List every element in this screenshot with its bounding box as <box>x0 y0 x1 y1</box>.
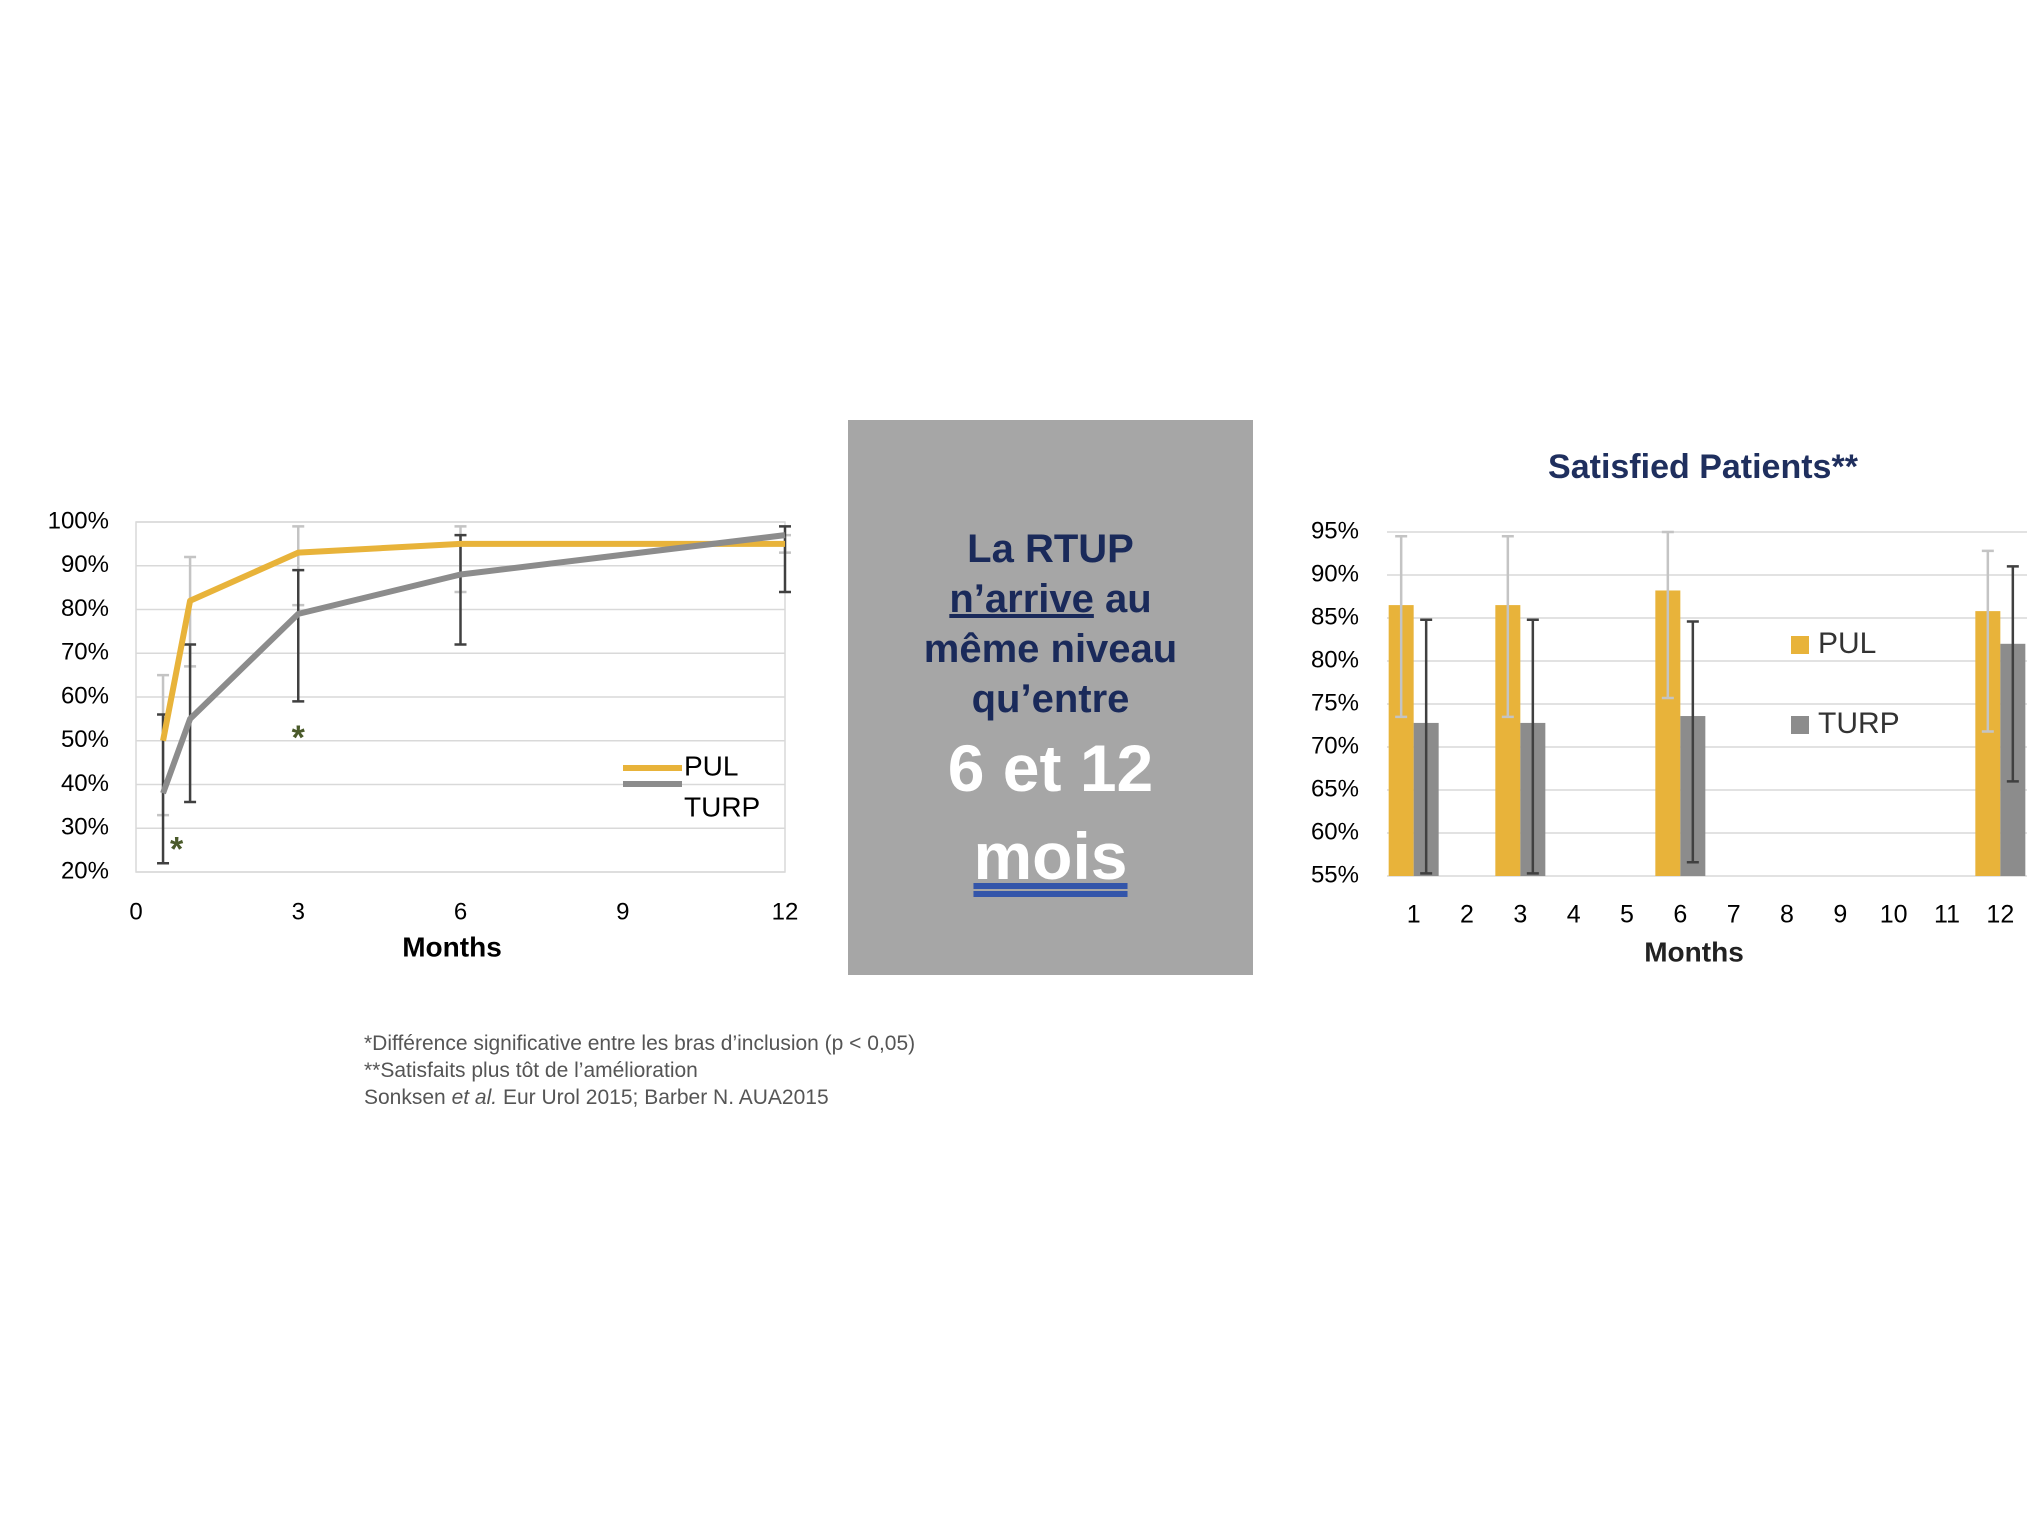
callout-line: qu’entre <box>971 677 1130 721</box>
error-bar <box>1686 620 1699 864</box>
annotation: * <box>292 719 306 757</box>
x-tick-label: 7 <box>1727 901 1741 929</box>
callout-word: n’arrive <box>949 577 1094 621</box>
y-tick-label: 85% <box>1311 603 1359 630</box>
callout-line: n’arrive au <box>848 574 1253 624</box>
callout-word: au <box>1104 577 1152 621</box>
y-tick-label: 60% <box>61 682 109 709</box>
x-axis-title: Months <box>402 931 502 962</box>
error-bar <box>1395 535 1408 719</box>
line-series <box>160 540 785 742</box>
y-tick-label: 90% <box>61 551 109 578</box>
legend-label: TURP <box>1818 707 1900 740</box>
error-bar <box>454 533 467 646</box>
y-tick-label: 30% <box>61 814 109 841</box>
y-tick-label: 40% <box>61 770 109 797</box>
y-tick-label: 20% <box>61 857 109 884</box>
error-bar <box>2006 565 2019 783</box>
ref: et al. <box>451 1086 498 1109</box>
y-tick-label: 60% <box>1311 818 1359 845</box>
y-tick-label: 55% <box>1311 861 1359 888</box>
error-bar <box>1661 530 1674 700</box>
chart-title: Satisfied Patients** <box>1548 448 1859 486</box>
x-tick-label: 2 <box>1460 901 1474 929</box>
x-tick-label: 1 <box>1407 901 1421 929</box>
footnote: *Différence significative entre les bras… <box>364 1032 916 1055</box>
y-tick-label: 70% <box>1311 732 1359 759</box>
error-bar <box>1501 535 1514 719</box>
footnotes: *Différence significative entre les bras… <box>364 1030 915 1111</box>
error-bar <box>1420 618 1433 875</box>
callout-line: La RTUP <box>967 527 1134 571</box>
legend-swatch <box>1791 716 1809 734</box>
x-tick-label: 12 <box>1986 901 2014 929</box>
x-tick-label: 12 <box>772 898 799 925</box>
ref: Eur Urol 2015; Barber N. AUA2015 <box>502 1086 829 1109</box>
x-tick-label: 10 <box>1880 901 1908 929</box>
annotation: * <box>170 831 184 869</box>
y-tick-label: 95% <box>1311 517 1359 544</box>
x-tick-label: 6 <box>454 898 467 925</box>
x-tick-label: 11 <box>1934 901 1960 929</box>
y-tick-label: 75% <box>1311 689 1359 716</box>
x-tick-label: 6 <box>1673 901 1687 929</box>
x-axis-title: Months <box>1644 936 1744 967</box>
callout-big: mois <box>848 812 1253 900</box>
x-tick-label: 0 <box>129 898 142 925</box>
x-tick-label: 9 <box>616 898 629 925</box>
y-tick-label: 65% <box>1311 775 1359 802</box>
y-tick-label: 70% <box>61 639 109 666</box>
x-tick-label: 3 <box>1513 901 1527 929</box>
x-tick-label: 5 <box>1620 901 1634 929</box>
line-series <box>160 532 786 795</box>
footnote: Sonksen et al. Eur Urol 2015; Barber N. … <box>364 1084 915 1111</box>
y-tick-label: 80% <box>1311 646 1359 673</box>
error-bar <box>292 568 305 703</box>
error-bar <box>1981 549 1994 733</box>
x-tick-label: 8 <box>1780 901 1794 929</box>
y-tick-label: 90% <box>1311 560 1359 587</box>
footnote: **Satisfaits plus tôt de l’amélioration <box>364 1059 698 1082</box>
legend-label: PUL <box>684 750 738 781</box>
legend-label: PUL <box>1818 627 1876 660</box>
x-tick-label: 9 <box>1833 901 1847 929</box>
x-tick-label: 3 <box>292 898 305 925</box>
legend-label: TURP <box>684 791 760 822</box>
y-tick-label: 50% <box>61 726 109 753</box>
y-tick-label: 80% <box>61 595 109 622</box>
y-tick-label: 100% <box>48 507 109 534</box>
callout-line: même niveau <box>923 627 1178 671</box>
callout-box: La RTUP n’arrive au même niveau qu’entre… <box>848 420 1253 975</box>
ref: Sonksen <box>364 1086 446 1109</box>
callout-big-word: mois <box>973 819 1128 893</box>
callout-big: 6 et 12 <box>947 731 1154 805</box>
x-tick-label: 4 <box>1567 901 1581 929</box>
legend-swatch <box>1791 636 1809 654</box>
error-bar <box>1526 618 1539 875</box>
